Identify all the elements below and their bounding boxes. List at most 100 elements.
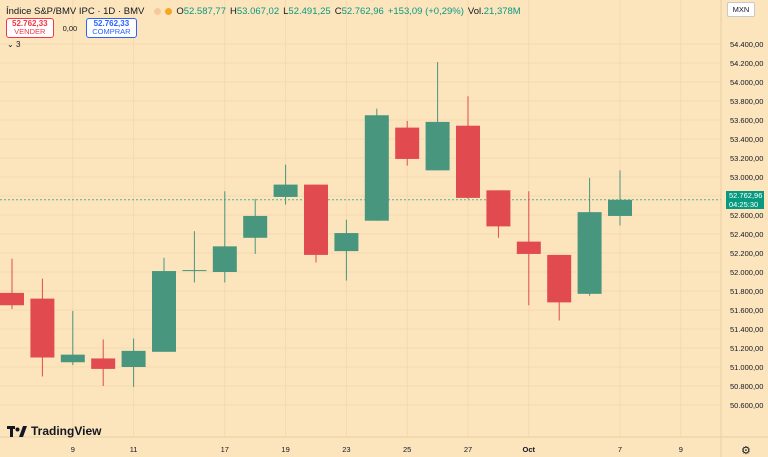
y-tick-label: 50.800,00: [730, 382, 763, 391]
candle-body: [182, 270, 207, 272]
sell-button[interactable]: 52.762,33 VENDER: [6, 18, 54, 38]
ohlc-item: +153,09 (+0,29%): [388, 6, 464, 17]
candle-body: [304, 184, 328, 255]
tradingview-logo-icon: [7, 425, 27, 437]
sell-price: 52.762,33: [12, 19, 48, 28]
y-tick-label: 52.600,00: [730, 211, 763, 220]
ohlc-item: Vol.21,378M: [468, 6, 521, 17]
brand-name: TradingView: [31, 424, 102, 438]
candle-body: [608, 199, 632, 216]
candle[interactable]: [121, 338, 146, 387]
candle[interactable]: [182, 231, 207, 283]
y-tick-label: 51.200,00: [730, 344, 763, 353]
candle[interactable]: [91, 339, 116, 386]
indicators-count: 3: [15, 40, 21, 49]
chart-header: Índice S&P/BMV IPC · 1D · BMV O52.587,77…: [6, 4, 521, 18]
x-tick-label: 19: [281, 445, 289, 454]
candle[interactable]: [60, 310, 85, 366]
y-tick-label: 50.600,00: [730, 401, 763, 410]
candle[interactable]: [456, 96, 480, 199]
y-tick-label: 53.200,00: [730, 154, 763, 163]
candle[interactable]: [486, 190, 511, 238]
ohlc-value: 52.762,96: [341, 5, 384, 17]
ohlc-label: H: [229, 5, 237, 17]
ohlc-label: Vol.: [467, 5, 484, 17]
candle-body: [486, 190, 511, 227]
buy-button[interactable]: 52.762,33 COMPRAR: [86, 18, 137, 38]
x-tick-label: 9: [71, 445, 75, 454]
ohlc-label: C: [334, 5, 342, 17]
trade-panel: 52.762,33 VENDER 0,00 52.762,33 COMPRAR: [6, 18, 137, 38]
symbol-title[interactable]: Índice S&P/BMV IPC · 1D · BMV: [6, 5, 145, 17]
ohlc-value: 52.491,25: [288, 5, 331, 17]
y-tick-label: 52.000,00: [730, 268, 763, 277]
y-tick-label: 51.000,00: [730, 363, 763, 372]
y-tick-label: 53.600,00: [730, 116, 763, 125]
candle-body: [364, 115, 389, 221]
candle[interactable]: [273, 164, 298, 205]
candle-body: [516, 241, 541, 254]
y-tick-label: 53.800,00: [730, 97, 763, 106]
candle[interactable]: [0, 258, 24, 310]
candle[interactable]: [425, 62, 450, 171]
candle[interactable]: [364, 108, 389, 221]
ohlc-value: 53.067,02: [236, 5, 280, 17]
buy-price: 52.762,33: [93, 19, 130, 28]
x-tick-label: 7: [618, 445, 622, 454]
y-tick-label: 51.400,00: [730, 325, 763, 334]
candle[interactable]: [516, 191, 541, 306]
buy-label: COMPRAR: [92, 27, 131, 36]
tradingview-logo[interactable]: TradingView: [7, 424, 101, 438]
ohlc-value: +153,09 (+0,29%): [387, 5, 464, 17]
x-tick-label: 17: [221, 445, 229, 454]
spread-value: 0,00: [62, 23, 78, 33]
candle[interactable]: [395, 120, 420, 166]
candle-body: [334, 233, 359, 252]
y-tick-label: 52.200,00: [730, 249, 763, 258]
ohlc-values: O52.587,77 H53.067,02 L52.491,25 C52.762,96…: [176, 6, 520, 17]
candle[interactable]: [577, 177, 602, 296]
x-tick-label: Oct: [523, 445, 536, 454]
candle[interactable]: [212, 191, 237, 283]
candle[interactable]: [334, 219, 359, 281]
candle-body: [243, 215, 268, 238]
candle[interactable]: [152, 257, 176, 352]
last-price-value: 52.762,96: [729, 191, 763, 200]
currency-selector[interactable]: MXN: [727, 2, 755, 17]
candle-body: [212, 246, 237, 272]
last-price-badge: 52.762,96 04:25:30: [726, 191, 764, 209]
y-tick-label: 51.600,00: [730, 306, 763, 315]
x-tick-label: 25: [403, 445, 411, 454]
candle-body: [60, 354, 85, 363]
market-status-icon[interactable]: [165, 7, 173, 15]
x-tick-label: 27: [464, 445, 472, 454]
ohlc-label: L: [283, 5, 289, 17]
chevron-down-icon: ⌄: [7, 40, 14, 49]
ohlc-item: C52.762,96: [335, 6, 384, 17]
y-tick-label: 54.000,00: [730, 78, 763, 87]
ohlc-value: 21,378M: [483, 5, 521, 17]
candle-body: [456, 125, 480, 198]
candle-body: [577, 212, 602, 294]
indicators-toggle[interactable]: ⌄ 3: [7, 40, 20, 49]
candle-body: [0, 292, 24, 306]
status-dot-icon: [154, 7, 162, 15]
y-tick-label: 54.400,00: [730, 40, 763, 49]
candle[interactable]: [608, 170, 632, 226]
candle[interactable]: [304, 184, 328, 263]
x-tick-label: 23: [342, 445, 350, 454]
ohlc-item: L52.491,25: [283, 6, 331, 17]
settings-gear-icon[interactable]: ⚙: [741, 445, 751, 457]
ohlc-value: 52.587,77: [183, 5, 226, 17]
bar-countdown: 04:25:30: [729, 200, 759, 209]
candle-body: [425, 121, 450, 171]
candle[interactable]: [243, 198, 268, 254]
y-tick-label: 51.800,00: [730, 287, 763, 296]
sell-label: VENDER: [14, 27, 46, 36]
candle[interactable]: [547, 254, 572, 321]
candle-body: [91, 358, 116, 369]
candle[interactable]: [30, 278, 55, 377]
y-tick-label: 54.200,00: [730, 59, 763, 68]
x-tick-label: 11: [130, 445, 138, 454]
